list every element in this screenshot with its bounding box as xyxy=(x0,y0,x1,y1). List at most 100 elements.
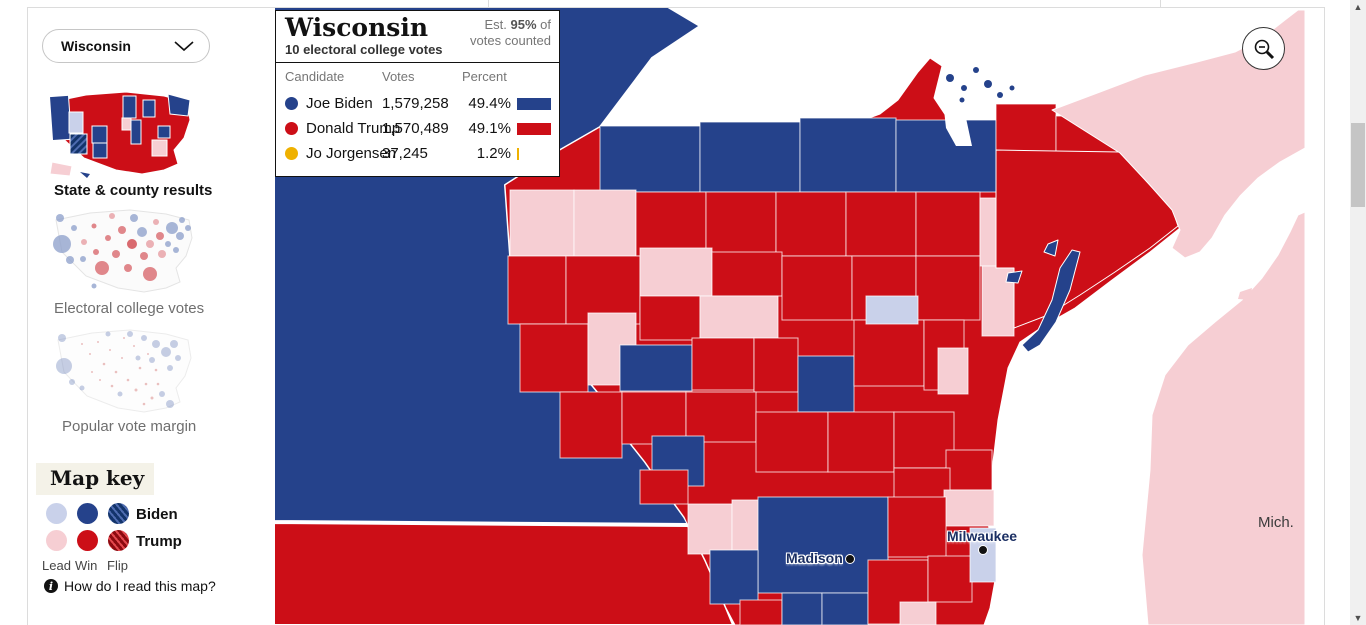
county-cell[interactable] xyxy=(687,503,733,555)
state-results-panel: Wisconsin 10 electoral college votes Est… xyxy=(275,10,560,177)
county-cell[interactable] xyxy=(509,189,575,257)
county-cell[interactable] xyxy=(781,592,823,625)
county-cell[interactable] xyxy=(639,469,689,505)
map-region-chequamegon-bay[interactable] xyxy=(944,104,972,146)
key-biden-label: Biden xyxy=(136,506,178,523)
county-cell[interactable] xyxy=(639,295,701,341)
zoom-out-icon xyxy=(1254,39,1274,59)
county-cell[interactable] xyxy=(827,411,895,473)
info-icon: i xyxy=(44,579,58,593)
county-cell[interactable] xyxy=(799,117,897,193)
content-left-border xyxy=(27,7,28,625)
county-cell[interactable] xyxy=(937,347,969,395)
county-cell[interactable] xyxy=(887,496,947,558)
county-cell[interactable] xyxy=(635,191,707,257)
scroll-down-arrow[interactable]: ▼ xyxy=(1353,613,1363,623)
state-selector-dropdown[interactable]: Wisconsin xyxy=(42,29,210,63)
county-cell[interactable] xyxy=(899,601,937,625)
key-trump-label: Trump xyxy=(136,533,182,550)
county-cell[interactable] xyxy=(691,337,755,391)
county-cell[interactable] xyxy=(699,295,779,339)
city-label-milwaukee: Milwaukee xyxy=(947,528,1018,544)
county-cell[interactable] xyxy=(755,411,829,473)
scrollbar-thumb[interactable] xyxy=(1351,123,1365,207)
map-region-iowa[interactable] xyxy=(274,522,734,625)
map-region-lake-island-2[interactable] xyxy=(1264,297,1276,307)
trump-party-dot xyxy=(285,122,298,135)
trump-percent-bar xyxy=(517,122,551,135)
county-cell[interactable] xyxy=(821,592,869,625)
map-region-lake-island-1[interactable] xyxy=(1238,288,1252,300)
key-col-win: Win xyxy=(75,558,98,573)
county-cell[interactable] xyxy=(943,489,995,527)
map-region-chambers-island[interactable] xyxy=(1005,270,1023,284)
county-cell[interactable] xyxy=(739,599,783,625)
county-cell[interactable] xyxy=(945,449,993,491)
map-island xyxy=(984,80,992,88)
zoom-out-button[interactable] xyxy=(1242,27,1285,70)
map-region-door-peninsula[interactable] xyxy=(1021,249,1081,353)
view-tab-electoral-college[interactable]: Electoral college votes xyxy=(54,300,205,317)
county-cell[interactable] xyxy=(969,527,997,583)
view-tab-state-county[interactable]: State & county results xyxy=(54,182,213,199)
county-cell[interactable] xyxy=(621,391,687,445)
map-region-upper-michigan[interactable] xyxy=(1051,9,1305,259)
county-cell[interactable] xyxy=(619,344,693,392)
chevron-down-icon xyxy=(174,41,194,52)
map-key-title: Map key xyxy=(36,463,155,495)
map-island xyxy=(959,97,965,103)
results-table-header: Candidate Votes Percent xyxy=(285,69,507,84)
key-col-flip: Flip xyxy=(107,558,128,573)
vertical-scrollbar[interactable]: ▲ ▼ xyxy=(1350,0,1366,625)
map-canvas[interactable] xyxy=(274,8,1305,625)
county-cell[interactable] xyxy=(927,555,973,603)
county-cell[interactable] xyxy=(573,189,637,257)
county-cell[interactable] xyxy=(915,255,981,321)
jorgensen-party-dot xyxy=(285,147,298,160)
view-tab-popular-vote[interactable]: Popular vote margin xyxy=(62,418,197,435)
county-cell[interactable] xyxy=(775,191,847,257)
biden-party-dot xyxy=(285,97,298,110)
biden-percent-bar xyxy=(516,97,551,110)
view-thumbnail-state-county[interactable] xyxy=(46,86,196,180)
map-help-link[interactable]: i How do I read this map? xyxy=(44,578,216,594)
county-cell[interactable] xyxy=(709,549,759,605)
map-island xyxy=(1009,85,1015,91)
county-cell[interactable] xyxy=(797,355,855,413)
view-thumbnail-electoral-college[interactable] xyxy=(50,204,198,298)
city-label-madison: Madison xyxy=(786,550,843,566)
county-cell[interactable] xyxy=(845,191,917,257)
state-selector-value: Wisconsin xyxy=(61,38,131,54)
county-cell[interactable] xyxy=(753,337,799,393)
panel-subtitle: 10 electoral college votes xyxy=(285,42,443,57)
county-cell[interactable] xyxy=(895,119,997,193)
page-top-border xyxy=(27,7,1324,8)
view-thumbnail-popular-vote[interactable] xyxy=(52,324,197,416)
county-cell[interactable] xyxy=(853,319,925,387)
top-tick-divider xyxy=(488,0,489,7)
top-tick-divider xyxy=(1160,0,1161,7)
county-cell[interactable] xyxy=(711,251,783,297)
county-cell[interactable] xyxy=(559,391,623,459)
county-cell[interactable] xyxy=(519,323,589,393)
key-biden-win-swatch xyxy=(77,503,98,524)
key-trump-flip-swatch xyxy=(108,530,129,551)
map-region-washington-island[interactable] xyxy=(1043,239,1059,257)
county-map[interactable]: Madison Milwaukee Mich. xyxy=(274,8,1305,625)
county-cell[interactable] xyxy=(507,255,567,325)
scroll-up-arrow[interactable]: ▲ xyxy=(1353,2,1363,12)
county-cell[interactable] xyxy=(915,191,981,257)
county-cell[interactable] xyxy=(705,191,777,257)
key-col-lead: Lead xyxy=(42,558,71,573)
county-cell[interactable] xyxy=(893,411,955,469)
key-trump-win-swatch xyxy=(77,530,98,551)
map-region-lower-michigan[interactable] xyxy=(1141,211,1305,625)
county-cell[interactable] xyxy=(699,121,801,193)
map-help-text: How do I read this map? xyxy=(64,578,216,594)
county-cell[interactable] xyxy=(685,391,757,443)
county-cell[interactable] xyxy=(639,247,713,297)
county-cell[interactable] xyxy=(757,496,889,594)
county-cell[interactable] xyxy=(599,125,701,193)
county-cell[interactable] xyxy=(865,295,919,325)
county-cell[interactable] xyxy=(781,255,853,321)
